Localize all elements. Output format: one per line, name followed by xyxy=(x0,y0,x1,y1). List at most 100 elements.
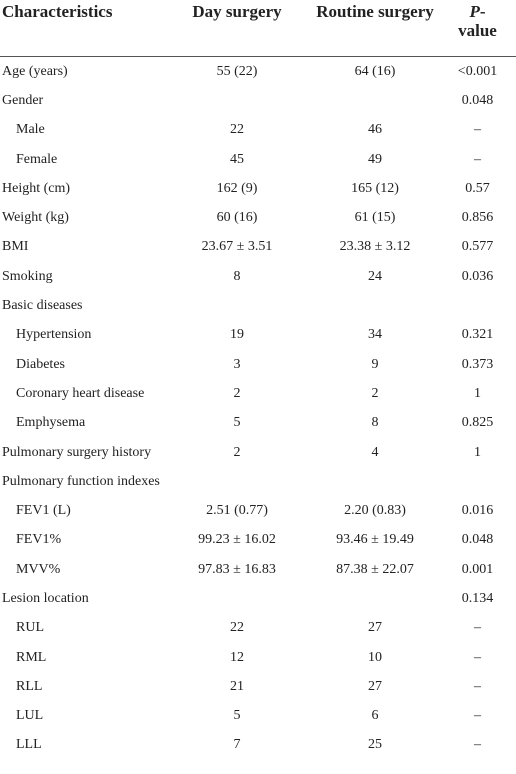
table-cell: – xyxy=(474,678,481,694)
row-label: Pulmonary surgery history xyxy=(2,444,152,460)
table-cell: – xyxy=(474,122,481,138)
table-cell xyxy=(439,291,516,320)
row-label: RLL xyxy=(16,678,43,694)
table-row: Hypertension 19 34 0.321 xyxy=(0,321,516,350)
table-cell: 0.856 xyxy=(461,210,494,226)
row-label: Gender xyxy=(2,92,44,108)
table-row: FEV1 (L) 2.51 (0.77) 2.20 (0.83) 0.016 xyxy=(0,496,516,525)
table-row: FEV1% 99.23 ± 16.02 93.46 ± 19.49 0.048 xyxy=(0,526,516,555)
row-label: FEV1% xyxy=(16,532,62,548)
row-label: Male xyxy=(16,122,45,138)
table-row: Age (years) 55 (22) 64 (16) <0.001 xyxy=(0,57,516,87)
row-label: BMI xyxy=(2,239,29,255)
row-label: Female xyxy=(16,151,58,167)
table-cell: 49 xyxy=(368,151,382,167)
row-label: Lesion location xyxy=(2,590,89,606)
table-cell: – xyxy=(474,620,481,636)
table-cell: 19 xyxy=(230,327,244,343)
table-cell: 1 xyxy=(474,385,481,401)
table-cell: 34 xyxy=(368,327,382,343)
table-cell: 8 xyxy=(233,268,241,284)
table-row: Weight (kg) 60 (16) 61 (15) 0.856 xyxy=(0,203,516,232)
table-row: BMI 23.67 ± 3.51 23.38 ± 3.12 0.577 xyxy=(0,233,516,262)
table-cell xyxy=(311,86,439,115)
table-cell: 24 xyxy=(368,268,382,284)
table-cell xyxy=(163,86,311,115)
table-cell: 8 xyxy=(371,415,379,431)
table-cell: 0.134 xyxy=(461,590,494,606)
table-cell: 0.57 xyxy=(465,180,490,196)
table-cell: 0.001 xyxy=(461,561,494,577)
row-label: RML xyxy=(16,649,47,665)
table-cell: 165 (12) xyxy=(351,180,399,196)
table-cell: 87.38 ± 22.07 xyxy=(336,561,414,577)
row-label: Smoking xyxy=(2,268,53,284)
table-row: LLL 7 25 – xyxy=(0,731,516,760)
table-cell: 64 (16) xyxy=(354,63,396,79)
table-cell: 12 xyxy=(230,649,244,665)
table-cell: 5 xyxy=(233,708,241,724)
table-cell: 99.23 ± 16.02 xyxy=(198,532,276,548)
table-body: Age (years) 55 (22) 64 (16) <0.001 Gender 0.0… xyxy=(0,57,516,761)
table-cell: 2 xyxy=(233,385,241,401)
table-cell: – xyxy=(474,737,481,753)
table-cell: 97.83 ± 16.83 xyxy=(198,561,276,577)
table-cell: 1 xyxy=(474,444,481,460)
table-cell xyxy=(163,291,311,320)
table-row: Diabetes 3 9 0.373 xyxy=(0,350,516,379)
table-row: Gender 0.048 xyxy=(0,86,516,115)
row-label: Basic diseases xyxy=(2,298,83,314)
table-row: Coronary heart disease 2 2 1 xyxy=(0,379,516,408)
row-label: RUL xyxy=(16,620,44,636)
header-cell: Routine surgery xyxy=(311,0,439,57)
table-row: Basic diseases xyxy=(0,291,516,320)
table-cell: 5 xyxy=(233,415,241,431)
table-cell xyxy=(311,584,439,613)
header-row: Characteristics Day surgery Routine surg… xyxy=(0,0,516,57)
table-cell: 7 xyxy=(233,737,241,753)
table-cell: 21 xyxy=(230,678,244,694)
table-row: RUL 22 27 – xyxy=(0,614,516,643)
table-cell: – xyxy=(474,151,481,167)
table-cell: – xyxy=(474,649,481,665)
table-row: Male 22 46 – xyxy=(0,116,516,145)
table-cell: 3 xyxy=(233,356,241,372)
table-cell xyxy=(439,467,516,496)
table-cell: 2.20 (0.83) xyxy=(344,503,406,519)
table-cell: – xyxy=(474,708,481,724)
table-cell xyxy=(163,467,311,496)
table-cell: 6 xyxy=(371,708,379,724)
header-cell: P-value xyxy=(439,0,516,57)
table-header: Characteristics Day surgery Routine surg… xyxy=(0,0,516,57)
row-label: MVV% xyxy=(16,561,61,577)
row-label: LLL xyxy=(16,737,42,753)
table-cell: 0.373 xyxy=(461,356,494,372)
table-row: Height (cm) 162 (9) 165 (12) 0.57 xyxy=(0,174,516,203)
table-cell: 22 xyxy=(230,122,244,138)
row-label: Weight (kg) xyxy=(2,210,69,226)
row-label: Age (years) xyxy=(2,63,68,79)
table-cell: 27 xyxy=(368,620,382,636)
table-row: Smoking 8 24 0.036 xyxy=(0,262,516,291)
table-cell xyxy=(163,584,311,613)
table-row: RML 12 10 – xyxy=(0,643,516,672)
table-cell: 2 xyxy=(233,444,241,460)
table-cell xyxy=(311,467,439,496)
table-cell: 10 xyxy=(368,649,382,665)
table-cell: 22 xyxy=(230,620,244,636)
table-cell: 0.048 xyxy=(461,92,494,108)
table-row: MVV% 97.83 ± 16.83 87.38 ± 22.07 0.001 xyxy=(0,555,516,584)
table-row: Pulmonary surgery history 2 4 1 xyxy=(0,438,516,467)
table-cell: 2.51 (0.77) xyxy=(206,503,268,519)
table-row: RLL 21 27 – xyxy=(0,672,516,701)
table-cell: 25 xyxy=(368,737,382,753)
table-cell xyxy=(311,291,439,320)
table-row: Lesion location 0.134 xyxy=(0,584,516,613)
header-cell: Day surgery xyxy=(163,0,311,57)
table-cell: 0.577 xyxy=(461,239,494,255)
row-label: Hypertension xyxy=(16,327,92,343)
table-cell: 0.016 xyxy=(461,503,494,519)
table-row: Pulmonary function indexes xyxy=(0,467,516,496)
